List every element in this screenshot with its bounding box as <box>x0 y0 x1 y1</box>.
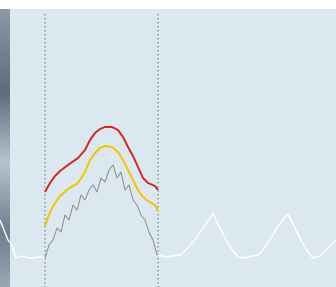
side-image <box>0 9 10 287</box>
plot-background <box>0 9 336 287</box>
chart <box>0 0 336 287</box>
